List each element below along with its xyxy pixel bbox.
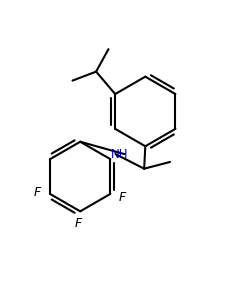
Text: NH: NH bbox=[111, 148, 128, 161]
Text: F: F bbox=[119, 191, 126, 204]
Text: F: F bbox=[74, 217, 81, 230]
Text: F: F bbox=[34, 186, 41, 199]
